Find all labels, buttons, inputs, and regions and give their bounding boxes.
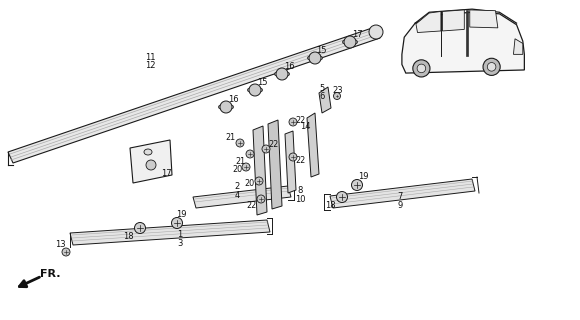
- Polygon shape: [307, 113, 319, 177]
- Circle shape: [236, 139, 244, 147]
- Ellipse shape: [219, 105, 223, 109]
- Circle shape: [220, 101, 232, 113]
- Circle shape: [369, 25, 383, 39]
- Circle shape: [336, 191, 347, 203]
- Circle shape: [351, 180, 362, 190]
- Text: 5: 5: [320, 84, 325, 92]
- Ellipse shape: [317, 56, 322, 60]
- Ellipse shape: [274, 72, 280, 76]
- Text: 22: 22: [247, 201, 257, 210]
- Text: FR.: FR.: [40, 269, 60, 279]
- Ellipse shape: [343, 40, 347, 44]
- Polygon shape: [193, 186, 291, 208]
- Polygon shape: [285, 131, 296, 193]
- Text: 13: 13: [55, 239, 66, 249]
- Text: 22: 22: [296, 156, 306, 164]
- Text: 6: 6: [320, 92, 325, 100]
- Text: 16: 16: [284, 61, 294, 70]
- Circle shape: [242, 163, 250, 171]
- Text: 20: 20: [244, 179, 254, 188]
- Text: 15: 15: [316, 45, 326, 54]
- Circle shape: [483, 58, 500, 76]
- Ellipse shape: [307, 56, 313, 60]
- Text: 18: 18: [123, 231, 133, 241]
- Ellipse shape: [285, 72, 289, 76]
- Polygon shape: [330, 179, 475, 208]
- Ellipse shape: [144, 149, 152, 155]
- Polygon shape: [402, 12, 524, 73]
- Circle shape: [62, 248, 70, 256]
- Polygon shape: [8, 27, 380, 163]
- Circle shape: [487, 62, 496, 71]
- Polygon shape: [466, 10, 468, 56]
- Circle shape: [172, 218, 183, 228]
- Circle shape: [257, 195, 265, 203]
- Text: 12: 12: [145, 60, 155, 69]
- Polygon shape: [416, 12, 441, 33]
- Text: 10: 10: [295, 195, 305, 204]
- Text: 3: 3: [177, 238, 183, 247]
- Text: 14: 14: [300, 122, 310, 131]
- Polygon shape: [130, 140, 172, 183]
- Text: 18: 18: [325, 201, 335, 210]
- Circle shape: [344, 36, 356, 48]
- Text: 15: 15: [257, 77, 267, 86]
- Text: 7: 7: [397, 191, 403, 201]
- Circle shape: [146, 160, 156, 170]
- Text: 11: 11: [145, 52, 155, 61]
- Text: 8: 8: [298, 186, 303, 195]
- Text: 16: 16: [228, 94, 238, 103]
- Ellipse shape: [248, 88, 252, 92]
- Polygon shape: [513, 39, 523, 54]
- Polygon shape: [470, 10, 498, 28]
- Circle shape: [289, 153, 297, 161]
- Polygon shape: [268, 120, 282, 209]
- Text: 20: 20: [232, 164, 242, 173]
- Polygon shape: [70, 220, 270, 245]
- Circle shape: [262, 145, 270, 153]
- Circle shape: [249, 84, 261, 96]
- Text: 17: 17: [351, 29, 362, 38]
- Circle shape: [334, 92, 340, 100]
- Circle shape: [289, 118, 297, 126]
- Text: 23: 23: [333, 85, 343, 94]
- Text: 21: 21: [225, 132, 235, 141]
- Text: 22: 22: [296, 116, 306, 124]
- Polygon shape: [319, 87, 331, 113]
- Text: 19: 19: [358, 172, 368, 180]
- Circle shape: [417, 64, 426, 73]
- Circle shape: [276, 68, 288, 80]
- Circle shape: [246, 150, 254, 158]
- Text: 9: 9: [397, 201, 403, 210]
- Circle shape: [413, 60, 430, 77]
- Ellipse shape: [229, 105, 234, 109]
- Text: 19: 19: [176, 210, 186, 219]
- Text: 21: 21: [235, 156, 245, 165]
- Polygon shape: [253, 126, 267, 215]
- Circle shape: [135, 222, 146, 234]
- Text: 4: 4: [234, 190, 240, 199]
- Text: 22: 22: [269, 140, 279, 148]
- Ellipse shape: [258, 88, 263, 92]
- Text: 1: 1: [177, 229, 183, 238]
- Circle shape: [255, 177, 263, 185]
- Polygon shape: [443, 10, 465, 31]
- Text: 17: 17: [161, 169, 171, 178]
- Circle shape: [309, 52, 321, 64]
- Text: 2: 2: [234, 181, 240, 190]
- Ellipse shape: [353, 40, 357, 44]
